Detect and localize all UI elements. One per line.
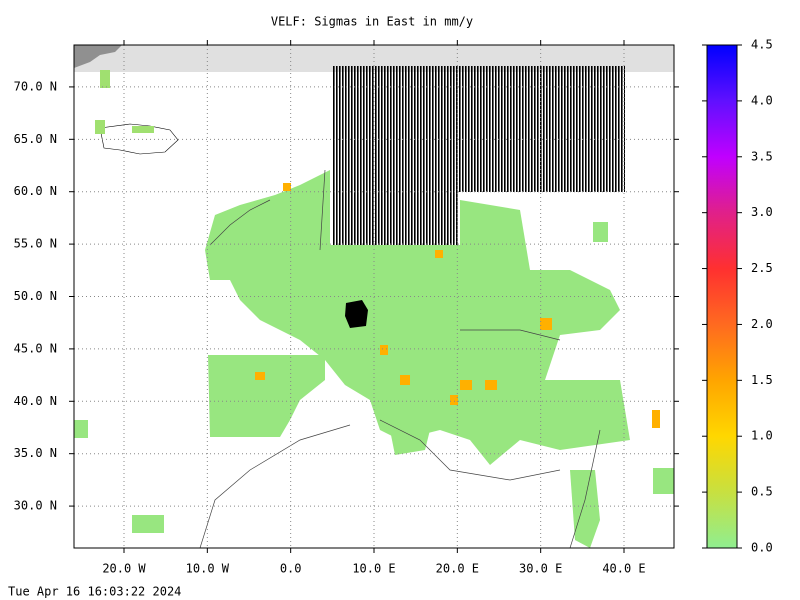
y-tick-label: 30.0 N [14,499,57,513]
colorbar-tick-label: 0.0 [751,541,773,555]
colorbar-tick-label: 0.5 [751,485,773,499]
x-tick-label: 20.0 W [102,562,146,576]
coverage-iberia [208,355,325,437]
x-tick-label: 10.0 W [186,562,230,576]
timestamp: Tue Apr 16 16:03:22 2024 [8,585,181,599]
colorbar [707,45,737,548]
cells [593,222,608,242]
cells [132,126,154,133]
coverage [205,170,630,465]
cells [74,420,88,438]
high-cells [255,183,660,428]
coverage-sicily [390,430,430,455]
colorbar-tick-label: 1.0 [751,429,773,443]
x-tick-label: 10.0 E [352,562,395,576]
cells [653,468,674,494]
y-tick-label: 40.0 N [14,394,57,408]
map-title: VELF: Sigmas in East in mm/y [271,15,473,29]
dense-points [345,300,368,328]
colorbar-tick-label: 4.5 [751,38,773,52]
y-tick-label: 50.0 N [14,289,57,303]
x-tick-label: 0.0 [280,562,302,576]
grid [74,45,674,548]
hatched-region [332,66,625,192]
y-tick-label: 60.0 N [14,184,57,198]
cells [95,120,105,134]
colorbar-tick-label: 3.0 [751,205,773,219]
cells [132,515,164,533]
x-tick-label: 20.0 E [436,562,479,576]
coastline [199,169,601,548]
y-tick-label: 45.0 N [14,341,57,355]
colorbar-tick-label: 1.5 [751,373,773,387]
hatched-region [332,192,458,245]
y-tick-label: 55.0 N [14,237,57,251]
y-tick-label: 35.0 N [14,446,57,460]
colorbar-tick-label: 2.5 [751,261,773,275]
y-tick-label: 65.0 N [14,132,57,146]
land-gray [74,45,122,68]
colorbar-tick-label: 3.5 [751,149,773,163]
coverage-levant [570,470,600,548]
x-tick-label: 30.0 E [519,562,562,576]
colorbar-tick-label: 4.0 [751,93,773,107]
cells [100,70,110,88]
y-tick-label: 70.0 N [14,79,57,93]
x-tick-label: 40.0 E [602,562,645,576]
colorbar-tick-label: 2.0 [751,317,773,331]
colorbar-frame [706,44,738,549]
